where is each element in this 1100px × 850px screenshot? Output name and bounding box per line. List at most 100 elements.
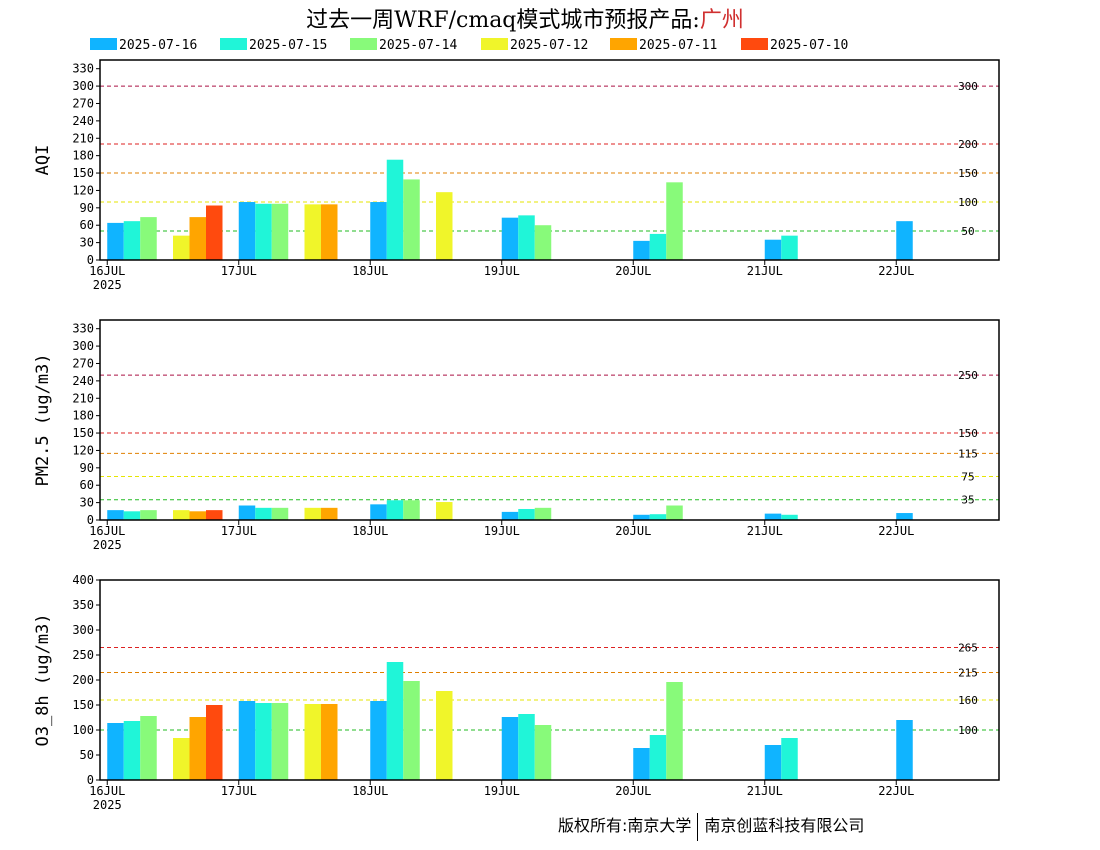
bar: [123, 221, 141, 260]
y-tick-label: 300: [72, 339, 94, 353]
x-tick-label: 18JUL: [352, 524, 388, 538]
x-tick-label: 20JUL: [615, 524, 651, 538]
x-tick-label: 21JUL: [747, 784, 783, 798]
threshold-label: 265: [958, 642, 978, 655]
x-tick-label: 17JUL: [221, 524, 257, 538]
bar: [403, 500, 420, 520]
bar: [255, 703, 272, 780]
threshold-label: 100: [958, 196, 978, 209]
plot-frame: [99, 59, 1000, 261]
threshold-label: 75: [961, 471, 974, 484]
bar: [321, 704, 338, 780]
y-tick-label: 90: [80, 201, 94, 215]
legend-label: 2025-07-11: [639, 38, 717, 53]
bar: [666, 505, 683, 520]
bar: [764, 239, 782, 260]
y-tick-label: 30: [80, 496, 94, 510]
threshold-label: 100: [958, 724, 978, 737]
bar: [633, 514, 650, 520]
bar: [321, 507, 338, 520]
x-tick-label: 22JUL: [878, 524, 914, 538]
y-tick-label: 400: [72, 573, 94, 587]
y-tick-label: 60: [80, 478, 94, 492]
y-tick-label: 300: [72, 79, 94, 93]
bar: [501, 217, 519, 260]
legend-label: 2025-07-15: [249, 38, 327, 53]
y-tick-label: 210: [72, 131, 94, 145]
bar: [764, 745, 782, 780]
x-tick-label: 17JUL: [221, 784, 257, 798]
bar: [173, 738, 190, 780]
bar: [386, 662, 404, 780]
legend-item: 2025-07-12: [481, 38, 588, 53]
bar: [403, 179, 420, 260]
threshold-label: 35: [961, 494, 974, 507]
y-tick-label: 60: [80, 218, 94, 232]
x-tick-label: 22JUL: [878, 784, 914, 798]
bar: [501, 717, 519, 780]
bar: [140, 510, 157, 520]
y-tick-label: 0: [87, 513, 94, 527]
y-tick-label: 250: [72, 648, 94, 662]
bar: [518, 215, 535, 260]
legend: 2025-07-16 2025-07-15 2025-07-14 2025-07-12…: [90, 38, 848, 53]
y-tick-label: 330: [72, 62, 94, 76]
bar: [666, 682, 683, 780]
bar: [386, 159, 404, 260]
title-city: 广州: [699, 8, 744, 33]
bar: [896, 221, 913, 260]
legend-swatch: [350, 38, 377, 50]
bar: [633, 240, 650, 260]
chart-panel: 50 100 150 200 300 0 30 60 90 120 150 180 210 240 270 3…: [33, 59, 1000, 292]
legend-swatch: [220, 38, 247, 50]
legend-item: 2025-07-14: [350, 38, 457, 53]
bar: [649, 735, 667, 780]
bar: [238, 202, 256, 260]
y-tick-label: 150: [72, 166, 94, 180]
x-tick-label: 18JUL: [352, 784, 388, 798]
bar: [370, 504, 387, 520]
bar: [189, 511, 206, 520]
bar: [370, 202, 387, 260]
legend-label: 2025-07-16: [119, 38, 197, 53]
y-tick-label: 300: [72, 623, 94, 637]
bar: [255, 203, 272, 260]
y-axis-label: AQI: [33, 145, 53, 176]
y-tick-label: 0: [87, 773, 94, 787]
legend-item: 2025-07-11: [610, 38, 717, 53]
y-tick-label: 90: [80, 461, 94, 475]
bar: [633, 748, 650, 780]
bar: [271, 703, 289, 780]
y-tick-label: 120: [72, 443, 94, 457]
legend-swatch: [741, 38, 768, 50]
x-year-label: 2025: [93, 278, 122, 292]
x-year-label: 2025: [93, 798, 122, 812]
x-year-label: 2025: [93, 538, 122, 552]
legend-item: 2025-07-15: [220, 38, 327, 53]
legend-swatch: [481, 38, 508, 50]
bar: [436, 502, 453, 520]
chart-panel: 35 75 115 150 250 0 30 60 90 120 150 180 210 240 270 30…: [33, 319, 1000, 552]
bar: [436, 192, 453, 260]
bar: [123, 721, 141, 780]
bar: [271, 507, 289, 520]
bar: [321, 204, 338, 260]
chart-panels: 5010015020030003060901201501802102402703…: [33, 59, 1000, 812]
bar: [649, 514, 667, 520]
legend-label: 2025-07-14: [379, 38, 457, 53]
x-tick-label: 16JUL: [89, 784, 125, 798]
x-tick-label: 21JUL: [747, 524, 783, 538]
plot-frame: [99, 319, 1000, 521]
copyright-footer: 版权所有:南京大学 南京创蓝科技有限公司: [558, 812, 864, 841]
bar: [304, 704, 321, 780]
bar: [896, 720, 913, 780]
y-tick-label: 330: [72, 322, 94, 336]
threshold-label: 115: [958, 447, 978, 460]
bar: [534, 725, 552, 780]
y-tick-label: 270: [72, 356, 94, 370]
x-tick-label: 21JUL: [747, 264, 783, 278]
bar: [764, 513, 782, 520]
threshold-label: 150: [958, 167, 978, 180]
y-tick-label: 210: [72, 391, 94, 405]
bar: [140, 217, 157, 260]
